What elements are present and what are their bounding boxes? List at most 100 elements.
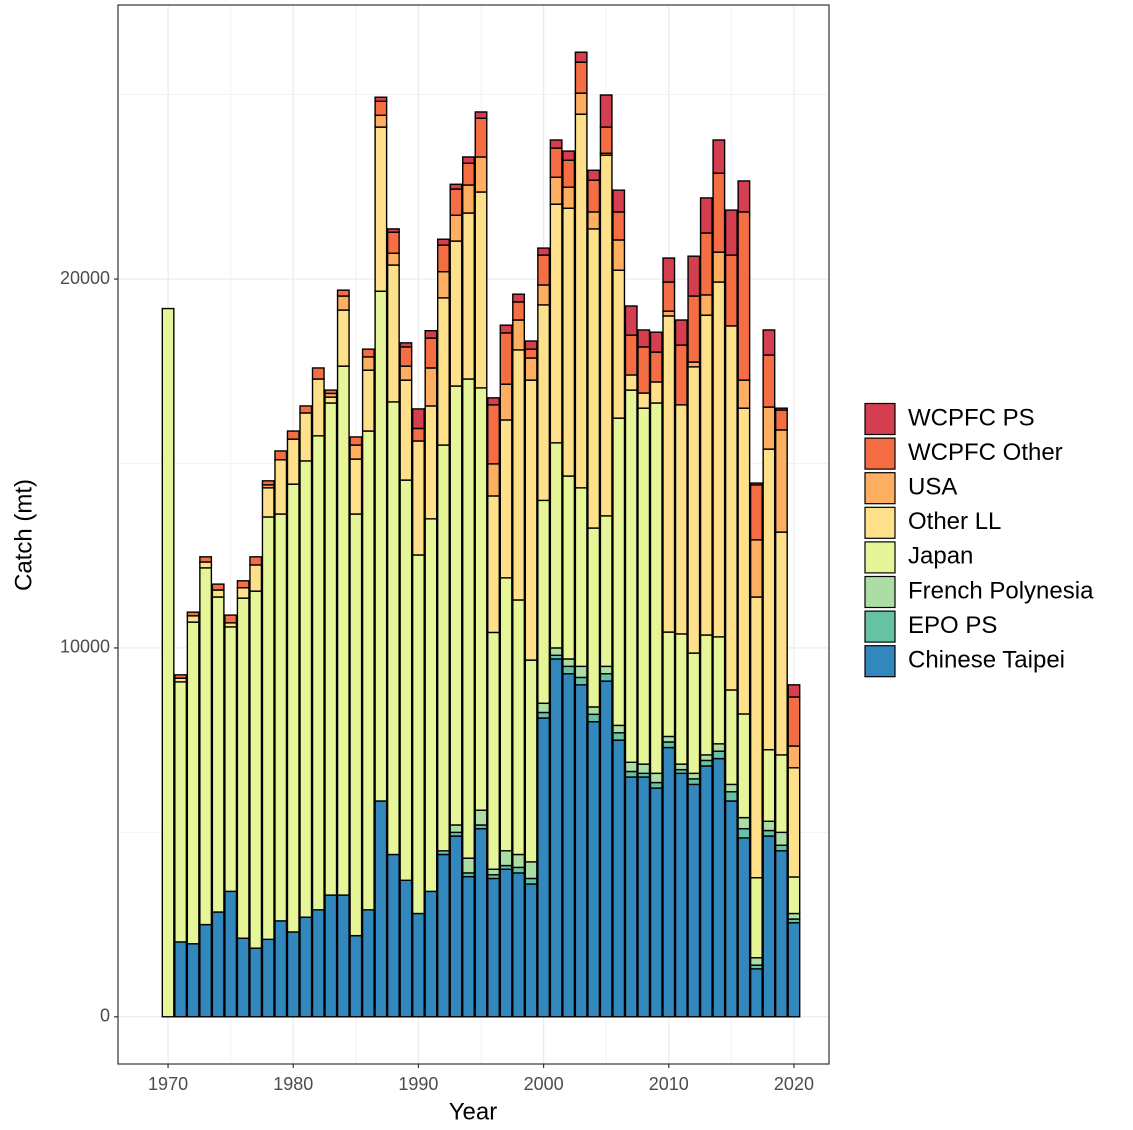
bar-segment — [712, 636, 726, 745]
bar-segment — [512, 872, 526, 1018]
bar-segment — [424, 330, 438, 339]
bar-segment — [737, 713, 751, 819]
bar-segment — [699, 294, 713, 316]
legend-swatch — [864, 541, 896, 574]
bar-segment — [249, 590, 263, 949]
bar-segment — [599, 94, 613, 128]
bar-segment — [261, 938, 275, 1018]
bar-segment — [724, 325, 738, 691]
bar-segment — [186, 611, 200, 617]
bar-segment — [712, 172, 726, 253]
bar-segment — [436, 444, 450, 852]
bar-segment — [174, 681, 188, 943]
bar-segment — [462, 857, 475, 874]
bar-segment — [311, 909, 325, 1018]
bar-segment — [249, 556, 263, 566]
bar-segment — [361, 909, 375, 1018]
bar-segment — [386, 264, 400, 403]
bar-segment — [186, 615, 200, 623]
bar-segment — [286, 430, 300, 440]
bar-segment — [687, 652, 701, 775]
bar-segment — [374, 126, 388, 292]
bar-segment — [249, 947, 263, 1018]
bar-segment — [311, 367, 325, 380]
legend-swatch — [864, 645, 896, 678]
bar-segment — [599, 126, 613, 154]
bar-segment — [774, 754, 788, 834]
bar-segment — [674, 772, 688, 1018]
bar-segment — [637, 329, 651, 348]
bar-segment — [512, 599, 526, 856]
bar-segment — [674, 633, 688, 765]
bar-segment — [449, 240, 463, 387]
bar-segment — [236, 587, 250, 599]
bar-segment — [762, 749, 776, 822]
bar-segment — [537, 304, 551, 502]
bar-segment — [624, 305, 638, 336]
bar-segment — [724, 689, 738, 786]
bar-segment — [424, 890, 438, 1018]
bar-segment — [562, 159, 576, 188]
bar-segment — [712, 251, 726, 283]
bar-segment — [524, 659, 538, 863]
bar-segment — [537, 717, 551, 1018]
bar-segment — [774, 407, 788, 411]
bar-segment — [749, 539, 763, 598]
bar-segment — [249, 564, 263, 592]
legend-label: Other LL — [908, 508, 1001, 535]
bar-segment — [399, 346, 413, 367]
bar-segment — [286, 438, 300, 485]
bar-segment — [349, 513, 363, 937]
bar-segment — [549, 139, 563, 149]
bar-segment — [687, 255, 701, 297]
legend-label: WCPFC PS — [908, 404, 1035, 431]
bar-segment — [436, 853, 450, 1018]
bar-segment — [487, 397, 500, 406]
bar-segment — [712, 743, 726, 752]
legend-swatch — [864, 575, 896, 609]
bar-segment — [399, 365, 413, 381]
bar-segment — [537, 499, 551, 704]
bar-segment — [687, 295, 701, 363]
bar-segment — [649, 351, 663, 383]
bar-segment — [324, 402, 338, 896]
bar-segment — [349, 444, 363, 460]
bar-segment — [274, 513, 288, 922]
bar-segment — [662, 310, 676, 317]
bar-segment — [336, 365, 350, 896]
bar-segment — [574, 113, 588, 489]
bar-segment — [774, 844, 788, 852]
bar-segment — [574, 92, 588, 115]
bar-segment — [261, 487, 275, 518]
bar-segment — [699, 759, 713, 767]
bar-segment — [612, 724, 626, 734]
bar-segment — [762, 820, 776, 832]
bar-segment — [424, 405, 438, 520]
bar-segment — [499, 324, 513, 334]
bar-segment — [211, 911, 225, 1018]
bar-segment — [549, 176, 563, 205]
bar-segment — [774, 831, 788, 846]
bar-segment — [599, 673, 613, 682]
bar-segment — [699, 314, 713, 636]
bar-segment — [649, 331, 663, 353]
x-axis-label: Year — [449, 1098, 498, 1125]
bar-segment — [599, 665, 613, 675]
bar-segment — [349, 934, 363, 1018]
legend-swatch — [864, 506, 896, 539]
bar-segment — [687, 361, 701, 368]
bar-segment — [662, 741, 676, 749]
bar-segment — [562, 673, 576, 1018]
bar-segment — [662, 735, 676, 743]
bar-segment — [487, 404, 500, 465]
bar-segment — [612, 189, 626, 213]
x-tick-label: 1980 — [273, 1074, 313, 1094]
bar-segment — [487, 463, 500, 497]
bar-segment — [174, 941, 188, 1018]
bar-segment — [737, 837, 751, 1018]
bar-segment — [324, 389, 338, 395]
bar-segment — [612, 417, 626, 727]
bar-segment — [587, 228, 601, 529]
bar-segment — [737, 379, 751, 409]
bar-segment — [211, 583, 225, 591]
